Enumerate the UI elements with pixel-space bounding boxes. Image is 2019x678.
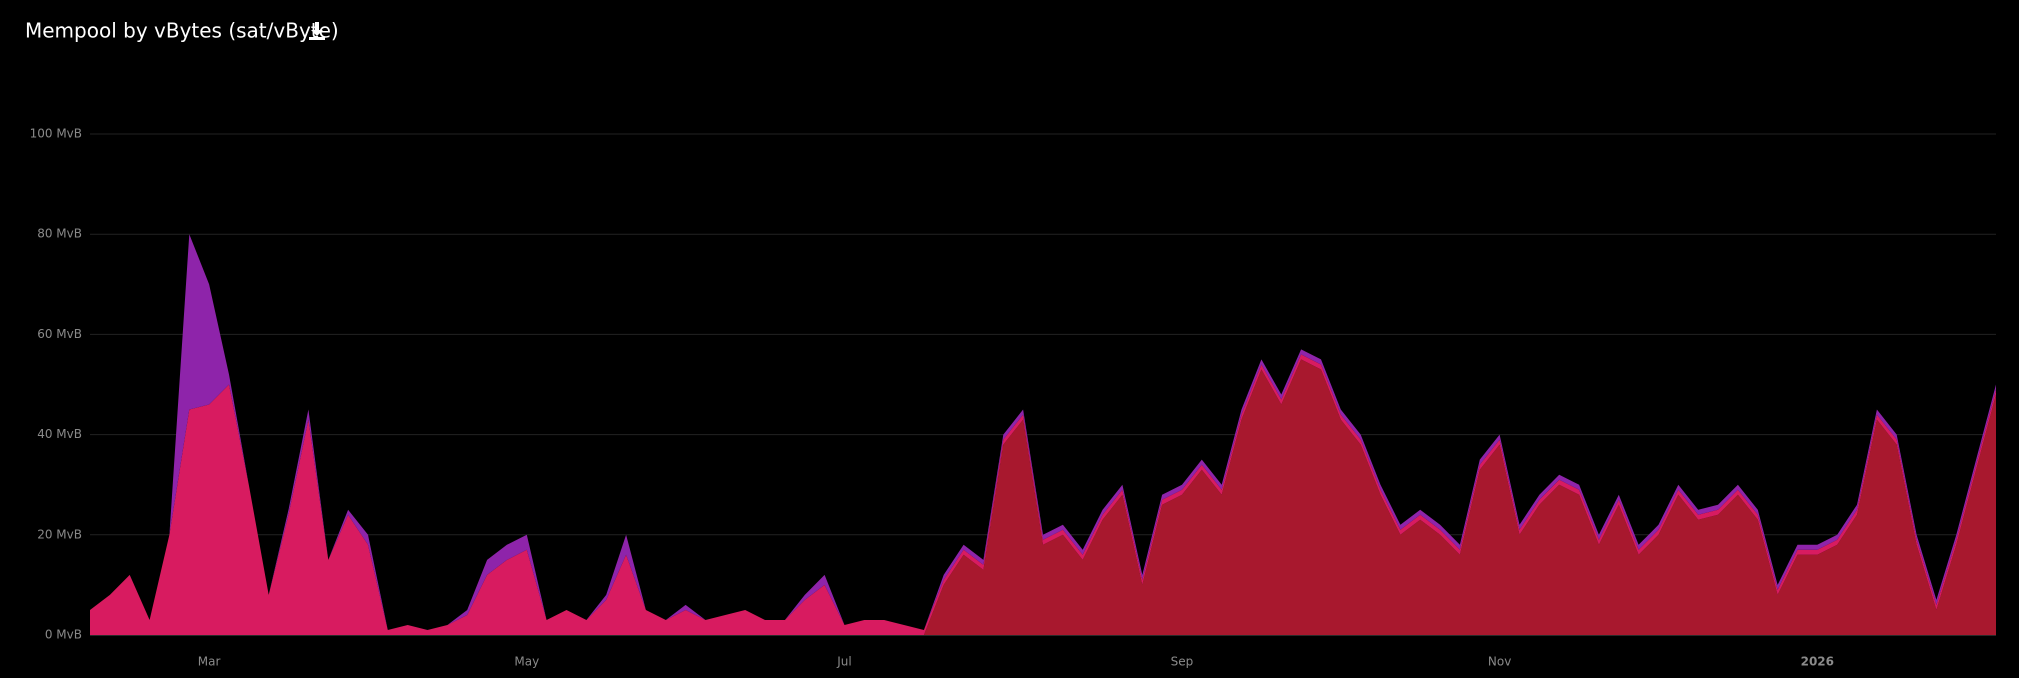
x-tick-label: Mar <box>198 655 221 669</box>
y-tick-label: 100 MvB <box>30 127 82 141</box>
x-tick-label: Nov <box>1488 655 1511 669</box>
y-tick-label: 60 MvB <box>37 327 82 341</box>
y-tick-label: 80 MvB <box>37 227 82 241</box>
download-icon-base[interactable] <box>309 37 325 40</box>
y-tick-label: 0 MvB <box>45 628 82 642</box>
download-icon[interactable] <box>311 22 323 36</box>
y-tick-label: 20 MvB <box>37 527 82 541</box>
area <box>90 359 1996 635</box>
x-tick-label: 2026 <box>1801 655 1834 669</box>
chart-title: Mempool by vBytes (sat/vByte) <box>25 19 339 43</box>
area <box>90 354 1996 635</box>
x-tick-label: May <box>514 655 539 669</box>
x-tick-label: Jul <box>836 655 851 669</box>
y-tick-label: 40 MvB <box>37 427 82 441</box>
x-tick-label: Sep <box>1171 655 1194 669</box>
download-button[interactable] <box>309 22 325 40</box>
